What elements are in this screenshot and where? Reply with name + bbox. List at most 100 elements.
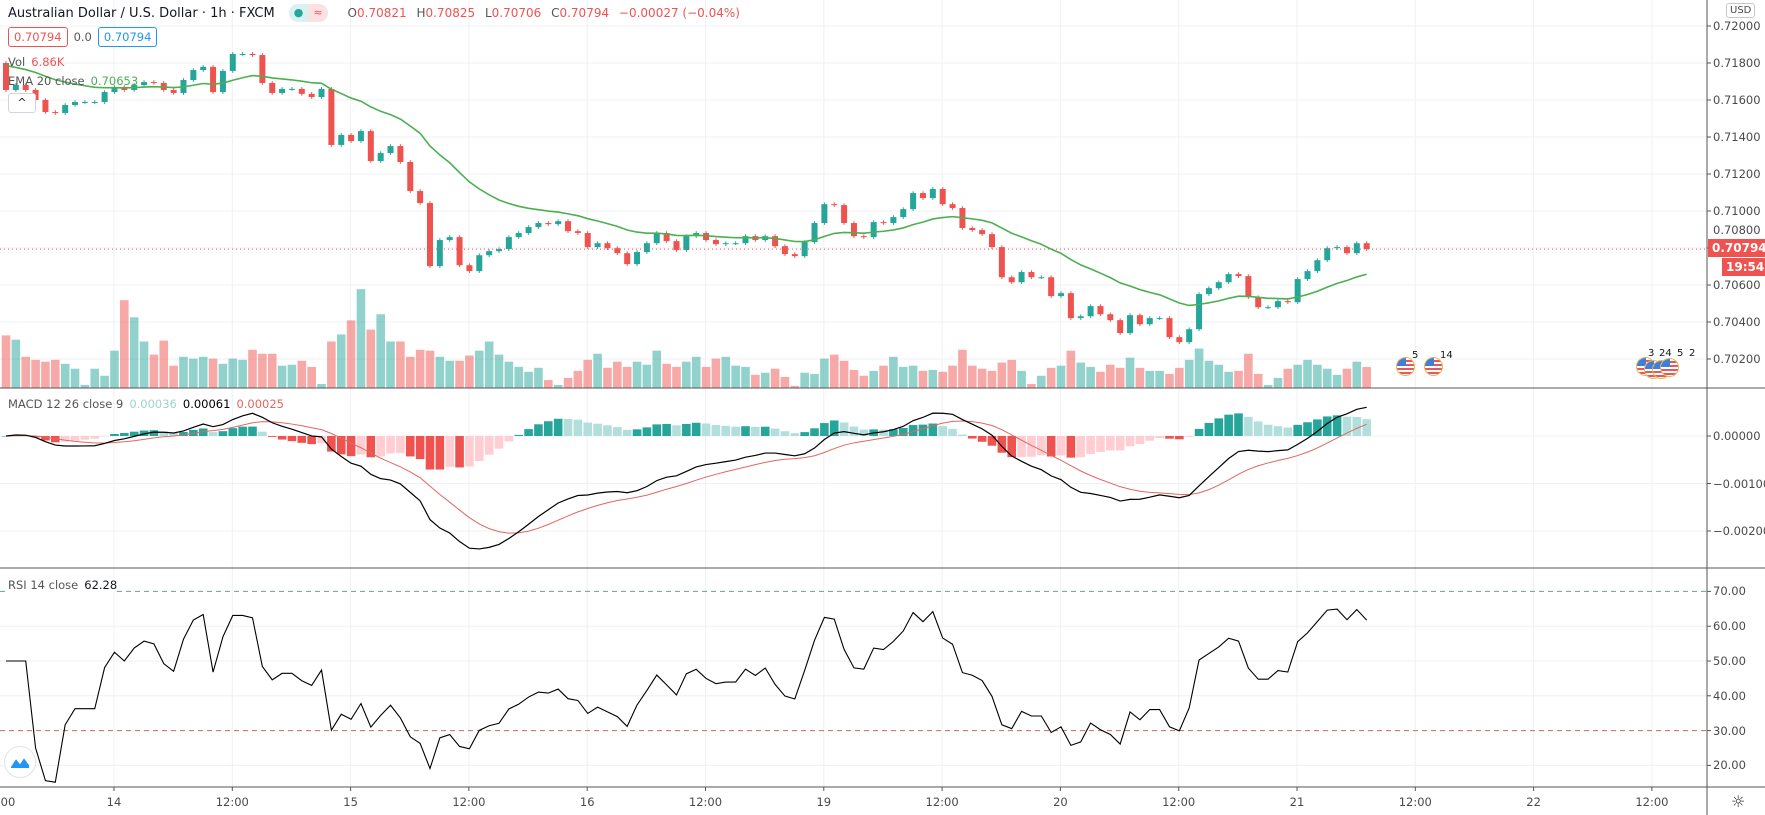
candle-body[interactable] xyxy=(969,228,976,231)
candle-body[interactable] xyxy=(81,102,88,104)
candle-body[interactable] xyxy=(1186,329,1193,343)
candle-body[interactable] xyxy=(476,255,483,272)
candle-body[interactable] xyxy=(1146,318,1153,325)
candle-body[interactable] xyxy=(42,100,49,113)
candle-body[interactable] xyxy=(1274,301,1281,308)
candle-body[interactable] xyxy=(624,253,631,265)
candle-body[interactable] xyxy=(486,251,493,256)
candle-body[interactable] xyxy=(900,209,907,218)
candle-body[interactable] xyxy=(200,66,207,71)
volume-legend[interactable]: Vol 6.86K xyxy=(8,55,64,69)
macd-legend[interactable]: MACD 12 26 close 9 0.00036 0.00061 0.000… xyxy=(8,397,284,411)
candle-body[interactable] xyxy=(1265,307,1272,309)
candle-body[interactable] xyxy=(1304,271,1311,280)
candle-body[interactable] xyxy=(989,234,995,248)
settings-gear-icon[interactable]: ☼ xyxy=(1731,792,1746,811)
candle-body[interactable] xyxy=(1107,314,1114,321)
candle-body[interactable] xyxy=(663,233,670,242)
candle-body[interactable] xyxy=(141,82,148,86)
candle-body[interactable] xyxy=(269,82,276,93)
candle-body[interactable] xyxy=(1127,315,1134,334)
currency-button[interactable]: USD xyxy=(1726,3,1756,18)
candle-body[interactable] xyxy=(1038,277,1045,279)
candle-body[interactable] xyxy=(22,85,29,91)
sell-price-button[interactable]: 0.70794 xyxy=(8,27,68,47)
candle-body[interactable] xyxy=(574,231,581,234)
candle-body[interactable] xyxy=(979,230,986,235)
candle-body[interactable] xyxy=(1156,318,1163,320)
candle-body[interactable] xyxy=(150,82,157,84)
candle-body[interactable] xyxy=(1205,288,1212,295)
candle-body[interactable] xyxy=(870,222,877,238)
candle-body[interactable] xyxy=(643,243,650,253)
candle-body[interactable] xyxy=(1255,297,1262,308)
candle-body[interactable] xyxy=(1363,243,1370,250)
candle-body[interactable] xyxy=(249,53,256,56)
candle-body[interactable] xyxy=(742,236,749,244)
candle-body[interactable] xyxy=(328,88,335,145)
candle-body[interactable] xyxy=(1343,247,1350,254)
candle-body[interactable] xyxy=(683,236,690,251)
candle-body[interactable] xyxy=(653,233,660,244)
candle-body[interactable] xyxy=(496,249,502,252)
candle-body[interactable] xyxy=(1058,293,1065,297)
candle-body[interactable] xyxy=(555,221,562,225)
candle-body[interactable] xyxy=(781,246,788,255)
candle-body[interactable] xyxy=(12,85,19,91)
tradingview-logo-button[interactable] xyxy=(4,746,36,778)
candle-body[interactable] xyxy=(456,237,463,266)
candle-body[interactable] xyxy=(1117,320,1124,334)
candle-body[interactable] xyxy=(1225,274,1232,283)
candle-body[interactable] xyxy=(772,236,779,247)
candle-body[interactable] xyxy=(338,134,345,145)
candle-body[interactable] xyxy=(229,53,236,71)
candle-body[interactable] xyxy=(111,87,118,93)
candle-body[interactable] xyxy=(1334,247,1341,249)
candle-body[interactable] xyxy=(584,233,591,248)
candle-body[interactable] xyxy=(712,240,719,245)
candle-body[interactable] xyxy=(279,88,286,93)
candle-body[interactable] xyxy=(1294,279,1301,303)
candle-body[interactable] xyxy=(426,203,433,267)
candle-body[interactable] xyxy=(594,243,601,248)
candle-body[interactable] xyxy=(436,240,443,267)
candle-body[interactable] xyxy=(219,70,226,93)
candle-body[interactable] xyxy=(308,93,315,98)
candle-body[interactable] xyxy=(614,248,621,254)
candle-body[interactable] xyxy=(850,223,857,237)
candle-body[interactable] xyxy=(831,204,838,206)
candle-body[interactable] xyxy=(417,191,424,204)
candle-body[interactable] xyxy=(565,221,572,232)
candle-body[interactable] xyxy=(998,247,1005,278)
candle-body[interactable] xyxy=(72,102,79,105)
candle-body[interactable] xyxy=(791,254,798,257)
candle-body[interactable] xyxy=(446,237,453,241)
candle-body[interactable] xyxy=(1018,272,1025,283)
candle-body[interactable] xyxy=(318,88,325,98)
candle-body[interactable] xyxy=(387,146,394,154)
candle-body[interactable] xyxy=(929,188,936,199)
candle-body[interactable] xyxy=(732,243,739,245)
candle-body[interactable] xyxy=(170,90,177,93)
candle-body[interactable] xyxy=(880,222,887,224)
collapse-legend-button[interactable]: ^ xyxy=(8,93,36,113)
candle-body[interactable] xyxy=(860,236,867,238)
candle-body[interactable] xyxy=(890,217,897,224)
candle-body[interactable] xyxy=(939,188,946,205)
candle-body[interactable] xyxy=(1176,337,1183,343)
candle-body[interactable] xyxy=(841,205,848,224)
candle-body[interactable] xyxy=(1077,316,1084,319)
rsi-legend[interactable]: RSI 14 close 62.28 xyxy=(8,578,118,592)
candle-body[interactable] xyxy=(239,53,246,55)
candle-body[interactable] xyxy=(673,241,680,251)
market-status-badge[interactable]: ● ≈ xyxy=(288,4,328,22)
candle-body[interactable] xyxy=(722,243,729,245)
candle-body[interactable] xyxy=(535,223,542,228)
candle-body[interactable] xyxy=(288,88,295,90)
candle-body[interactable] xyxy=(1087,306,1094,317)
buy-price-button[interactable]: 0.70794 xyxy=(97,27,158,47)
candle-body[interactable] xyxy=(1136,315,1143,325)
candle-body[interactable] xyxy=(811,223,818,243)
candle-body[interactable] xyxy=(1324,248,1331,261)
symbol-title[interactable]: Australian Dollar / U.S. Dollar · 1h · F… xyxy=(8,5,275,21)
